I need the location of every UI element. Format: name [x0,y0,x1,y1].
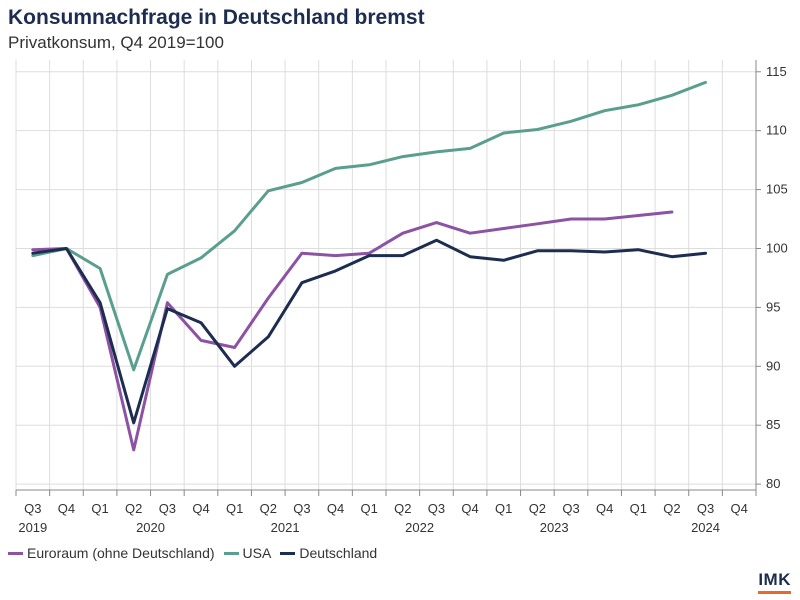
imk-logo: IMK [758,570,791,594]
x-tick-label-3: Q2 [125,501,142,516]
x-year-label-2022: 2022 [405,520,434,535]
legend-label-euro: Euroraum (ohne Deutschland) [27,545,215,561]
x-tick-label-18: Q1 [630,501,647,516]
series-line-euro [31,210,674,452]
y-tick-label-110: 110 [766,123,787,138]
x-tick-label-12: Q3 [428,501,445,516]
chart-title: Konsumnachfrage in Deutschland bremst [8,6,425,29]
legend-label-de: Deutschland [299,545,378,561]
x-tick-label-19: Q2 [663,501,680,516]
x-tick-label-5: Q4 [192,501,209,516]
x-tick-label-0: Q3 [24,501,41,516]
legend-label-usa: USA [242,545,272,561]
legend-item-euro: Euroraum (ohne Deutschland) [8,545,215,561]
x-year-label-2024: 2024 [691,520,720,535]
x-tick-label-14: Q1 [495,501,512,516]
series-line-usa [31,80,707,372]
legend-item-usa: USA [223,545,272,561]
y-tick-label-115: 115 [766,64,787,79]
logo-accent-bar [758,591,791,594]
x-tick-label-10: Q1 [361,501,378,516]
legend-swatch-de [280,551,296,555]
legend: Euroraum (ohne Deutschland) USA Deutschl… [8,545,386,561]
y-tick-label-90: 90 [766,358,780,373]
x-tick-label-7: Q2 [260,501,277,516]
x-tick-label-16: Q3 [562,501,579,516]
x-tick-label-21: Q4 [731,501,748,516]
x-tick-label-9: Q4 [327,501,344,516]
y-tick-label-105: 105 [766,182,788,197]
legend-item-de: Deutschland [280,545,377,561]
x-tick-label-11: Q2 [394,501,411,516]
x-tick-label-15: Q2 [529,501,546,516]
x-tick-label-6: Q1 [226,501,243,516]
x-year-label-2021: 2021 [271,520,300,535]
series-line-de [31,238,707,425]
x-year-label-2023: 2023 [540,520,569,535]
y-tick-label-80: 80 [766,476,780,491]
legend-swatch-euro [8,551,23,555]
x-tick-label-13: Q4 [461,501,478,516]
chart-subtitle: Privatkonsum, Q4 2019=100 [8,33,224,52]
line-chart: 80 85 90 95 100 105 110 115 Q3 Q4 Q1 Q2 Q3 Q4 Q1 Q2 Q3 Q4… [15,60,788,535]
y-tick-label-85: 85 [766,417,780,432]
logo-text: IMK [758,570,791,589]
x-year-label-2019: 2019 [18,520,47,535]
y-tick-label-95: 95 [766,299,780,314]
x-year-label-2020: 2020 [136,520,165,535]
x-tick-label-4: Q3 [159,501,176,516]
x-tick-label-1: Q4 [58,501,75,516]
x-tick-label-8: Q3 [293,501,310,516]
y-tick-label-100: 100 [766,240,788,255]
x-tick-label-17: Q4 [596,501,613,516]
x-tick-label-2: Q1 [91,501,108,516]
legend-swatch-usa [223,551,239,555]
x-tick-label-20: Q3 [697,501,714,516]
